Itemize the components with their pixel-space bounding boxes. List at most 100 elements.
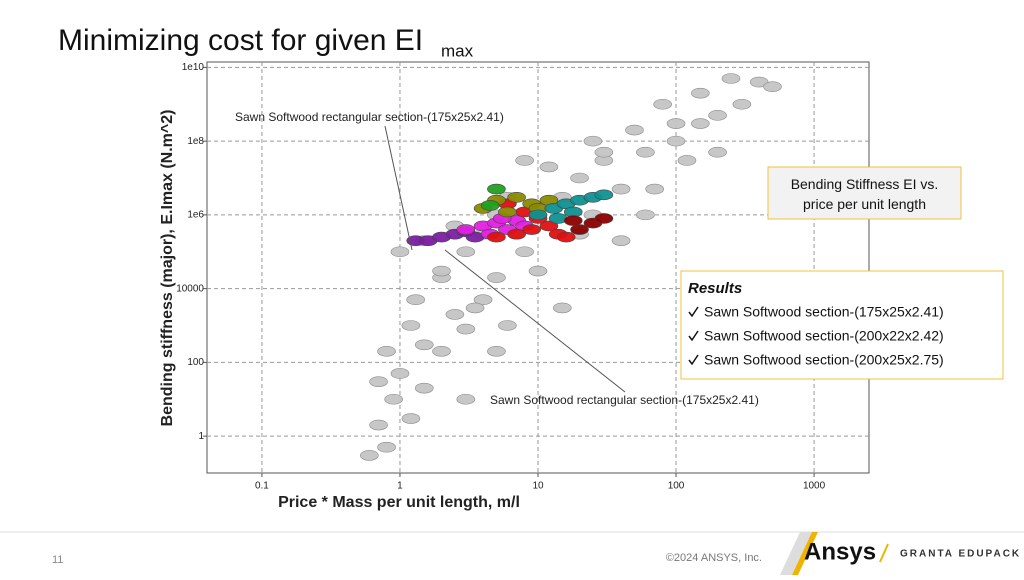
point xyxy=(721,73,741,84)
point xyxy=(594,189,614,201)
point xyxy=(763,81,782,92)
results-heading: Results xyxy=(688,280,742,297)
annotation: Sawn Softwood rectangular section-(175x2… xyxy=(235,110,504,124)
callout-text: Bending Stiffness EI vs. price per unit … xyxy=(790,176,939,212)
x-tick-label: 1000 xyxy=(803,481,826,492)
point xyxy=(611,235,631,246)
point xyxy=(473,294,493,306)
point xyxy=(456,224,476,235)
point xyxy=(456,246,476,258)
point xyxy=(522,224,541,235)
point xyxy=(625,124,644,136)
x-tick-label: 1 xyxy=(397,481,403,492)
check-icon xyxy=(688,306,699,318)
point xyxy=(369,376,388,387)
point xyxy=(636,146,655,158)
point xyxy=(611,183,631,195)
point xyxy=(515,155,534,166)
point xyxy=(677,155,697,166)
y-tick-label: 1e10 xyxy=(182,62,205,73)
point xyxy=(666,135,686,147)
annotation: Sawn Softwood rectangular section-(175x2… xyxy=(490,393,759,407)
point xyxy=(498,320,517,331)
point xyxy=(456,323,476,335)
x-tick-label: 0.1 xyxy=(255,481,269,492)
point xyxy=(384,393,403,405)
logo-divider xyxy=(879,543,889,563)
x-tick-label: 10 xyxy=(532,481,544,492)
copyright: ©2024 ANSYS, Inc. xyxy=(666,552,762,564)
point xyxy=(487,231,506,243)
point xyxy=(445,309,465,320)
marks xyxy=(360,73,782,461)
y-tick-label: 1e6 xyxy=(187,210,204,221)
y-axis-label: Bending stiffness (major), E.Imax (N.m^2… xyxy=(159,110,176,427)
point xyxy=(553,302,572,314)
x-tick-label: 100 xyxy=(668,481,685,492)
point xyxy=(507,191,526,203)
callout: Bending Stiffness EI vs. price per unit … xyxy=(790,176,939,212)
y-tick-label: 1e8 xyxy=(187,136,204,147)
point xyxy=(456,393,476,405)
point xyxy=(465,302,485,314)
point xyxy=(645,183,664,195)
logo-stripe xyxy=(780,532,812,575)
callout-box xyxy=(767,166,962,220)
point xyxy=(583,135,603,147)
page-number: 11 xyxy=(52,554,63,566)
leader-line xyxy=(444,249,626,393)
leader-line xyxy=(384,125,413,251)
point xyxy=(377,345,396,357)
point xyxy=(414,382,434,394)
point xyxy=(563,215,583,226)
point xyxy=(432,265,451,277)
point xyxy=(636,209,655,221)
point xyxy=(539,220,559,232)
result-item: Sawn Softwood section-(175x25x2.41) xyxy=(704,304,944,320)
point xyxy=(406,294,425,306)
title-subscript: max xyxy=(441,41,474,60)
point xyxy=(528,209,548,221)
point xyxy=(594,213,614,224)
point xyxy=(360,450,379,461)
point xyxy=(528,265,548,277)
point xyxy=(390,246,410,258)
results-box xyxy=(680,270,1004,380)
slide-title: Minimizing cost for given EI xyxy=(58,24,423,57)
point xyxy=(401,320,421,331)
check-icon xyxy=(688,354,699,366)
point xyxy=(539,161,559,173)
result-item: Sawn Softwood section-(200x25x2.75) xyxy=(704,352,944,368)
point xyxy=(390,368,410,379)
point xyxy=(515,246,534,258)
point xyxy=(480,200,500,211)
point xyxy=(570,172,589,184)
product-name: GRANTA EDUPACK xyxy=(900,549,1021,560)
point xyxy=(594,146,614,158)
point xyxy=(369,419,388,431)
point xyxy=(498,206,517,218)
point xyxy=(691,118,710,129)
point xyxy=(487,183,506,195)
point xyxy=(708,110,727,121)
point xyxy=(487,272,506,283)
point xyxy=(401,413,421,424)
point xyxy=(732,98,752,110)
point xyxy=(691,87,710,99)
logo: Ansys xyxy=(804,538,876,565)
logo-stripe xyxy=(792,532,818,575)
point xyxy=(708,146,727,158)
point xyxy=(666,118,686,129)
check-icon xyxy=(688,330,699,342)
point xyxy=(507,228,526,240)
point xyxy=(487,345,506,357)
point xyxy=(432,345,451,357)
y-tick-label: 100 xyxy=(187,357,204,368)
x-axis-label: Price * Mass per unit length, m/l xyxy=(278,494,520,511)
y-tick-label: 1 xyxy=(198,431,204,442)
y-tick-label: 10000 xyxy=(176,283,204,294)
point xyxy=(653,98,672,110)
point xyxy=(556,231,576,243)
point xyxy=(570,224,589,235)
